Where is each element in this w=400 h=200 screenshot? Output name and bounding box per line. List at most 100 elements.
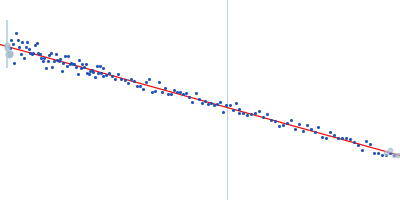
- Point: [272, 119, 278, 122]
- Point: [236, 107, 242, 110]
- Point: [383, 153, 390, 156]
- Point: [268, 118, 274, 121]
- Point: [395, 153, 400, 157]
- Point: [76, 59, 82, 62]
- Point: [33, 41, 40, 44]
- Point: [92, 75, 98, 78]
- Point: [27, 52, 34, 55]
- Point: [60, 61, 67, 65]
- Point: [236, 111, 242, 114]
- Point: [214, 102, 220, 105]
- Point: [63, 65, 70, 68]
- Point: [383, 152, 390, 155]
- Point: [13, 32, 19, 35]
- Point: [171, 89, 177, 92]
- Point: [244, 113, 250, 117]
- Point: [240, 112, 246, 115]
- Point: [211, 104, 217, 107]
- Point: [46, 53, 52, 57]
- Point: [351, 141, 358, 144]
- Point: [29, 52, 35, 55]
- Point: [252, 112, 258, 115]
- Point: [100, 66, 106, 70]
- Point: [89, 68, 95, 71]
- Point: [230, 108, 236, 112]
- Point: [327, 130, 334, 133]
- Point: [256, 110, 262, 113]
- Point: [232, 102, 239, 105]
- Point: [347, 137, 354, 141]
- Point: [4, 47, 10, 50]
- Point: [319, 136, 326, 139]
- Point: [49, 66, 56, 69]
- Point: [8, 38, 14, 41]
- Point: [162, 86, 168, 89]
- Point: [56, 60, 62, 63]
- Point: [149, 91, 156, 94]
- Point: [70, 63, 76, 66]
- Point: [198, 101, 205, 105]
- Point: [192, 91, 199, 94]
- Point: [379, 154, 386, 157]
- Point: [4, 43, 10, 46]
- Point: [43, 67, 49, 70]
- Point: [16, 46, 22, 49]
- Point: [208, 102, 214, 105]
- Point: [121, 78, 128, 82]
- Point: [68, 61, 74, 65]
- Point: [93, 64, 100, 68]
- Point: [331, 134, 338, 137]
- Point: [112, 77, 118, 80]
- Point: [6, 53, 12, 56]
- Point: [140, 87, 146, 90]
- Point: [183, 92, 190, 95]
- Point: [71, 62, 78, 65]
- Point: [48, 51, 54, 54]
- Point: [226, 103, 233, 106]
- Point: [288, 118, 294, 121]
- Point: [223, 103, 230, 106]
- Point: [363, 139, 370, 142]
- Point: [90, 71, 97, 74]
- Point: [295, 122, 302, 125]
- Point: [177, 90, 183, 93]
- Point: [375, 152, 382, 155]
- Point: [109, 74, 115, 77]
- Point: [260, 115, 266, 118]
- Point: [87, 69, 94, 72]
- Point: [30, 52, 37, 55]
- Point: [220, 111, 226, 114]
- Point: [44, 60, 51, 63]
- Point: [248, 112, 254, 115]
- Point: [307, 127, 314, 130]
- Point: [189, 100, 196, 104]
- Point: [38, 56, 44, 59]
- Point: [280, 124, 286, 127]
- Point: [158, 90, 165, 94]
- Point: [10, 43, 16, 46]
- Point: [96, 64, 103, 67]
- Point: [7, 53, 14, 56]
- Point: [73, 65, 79, 68]
- Point: [22, 46, 29, 49]
- Point: [106, 72, 112, 75]
- Point: [95, 71, 101, 74]
- Point: [6, 51, 13, 54]
- Point: [5, 52, 11, 56]
- Point: [81, 65, 87, 68]
- Point: [131, 80, 137, 83]
- Point: [284, 122, 290, 125]
- Point: [26, 47, 32, 50]
- Point: [59, 69, 65, 72]
- Point: [180, 92, 186, 95]
- Point: [6, 46, 13, 50]
- Point: [186, 96, 193, 99]
- Point: [387, 148, 394, 151]
- Point: [343, 136, 350, 139]
- Point: [205, 102, 211, 105]
- Point: [311, 130, 318, 134]
- Point: [164, 93, 171, 96]
- Point: [387, 152, 393, 155]
- Point: [41, 57, 48, 60]
- Point: [51, 60, 57, 63]
